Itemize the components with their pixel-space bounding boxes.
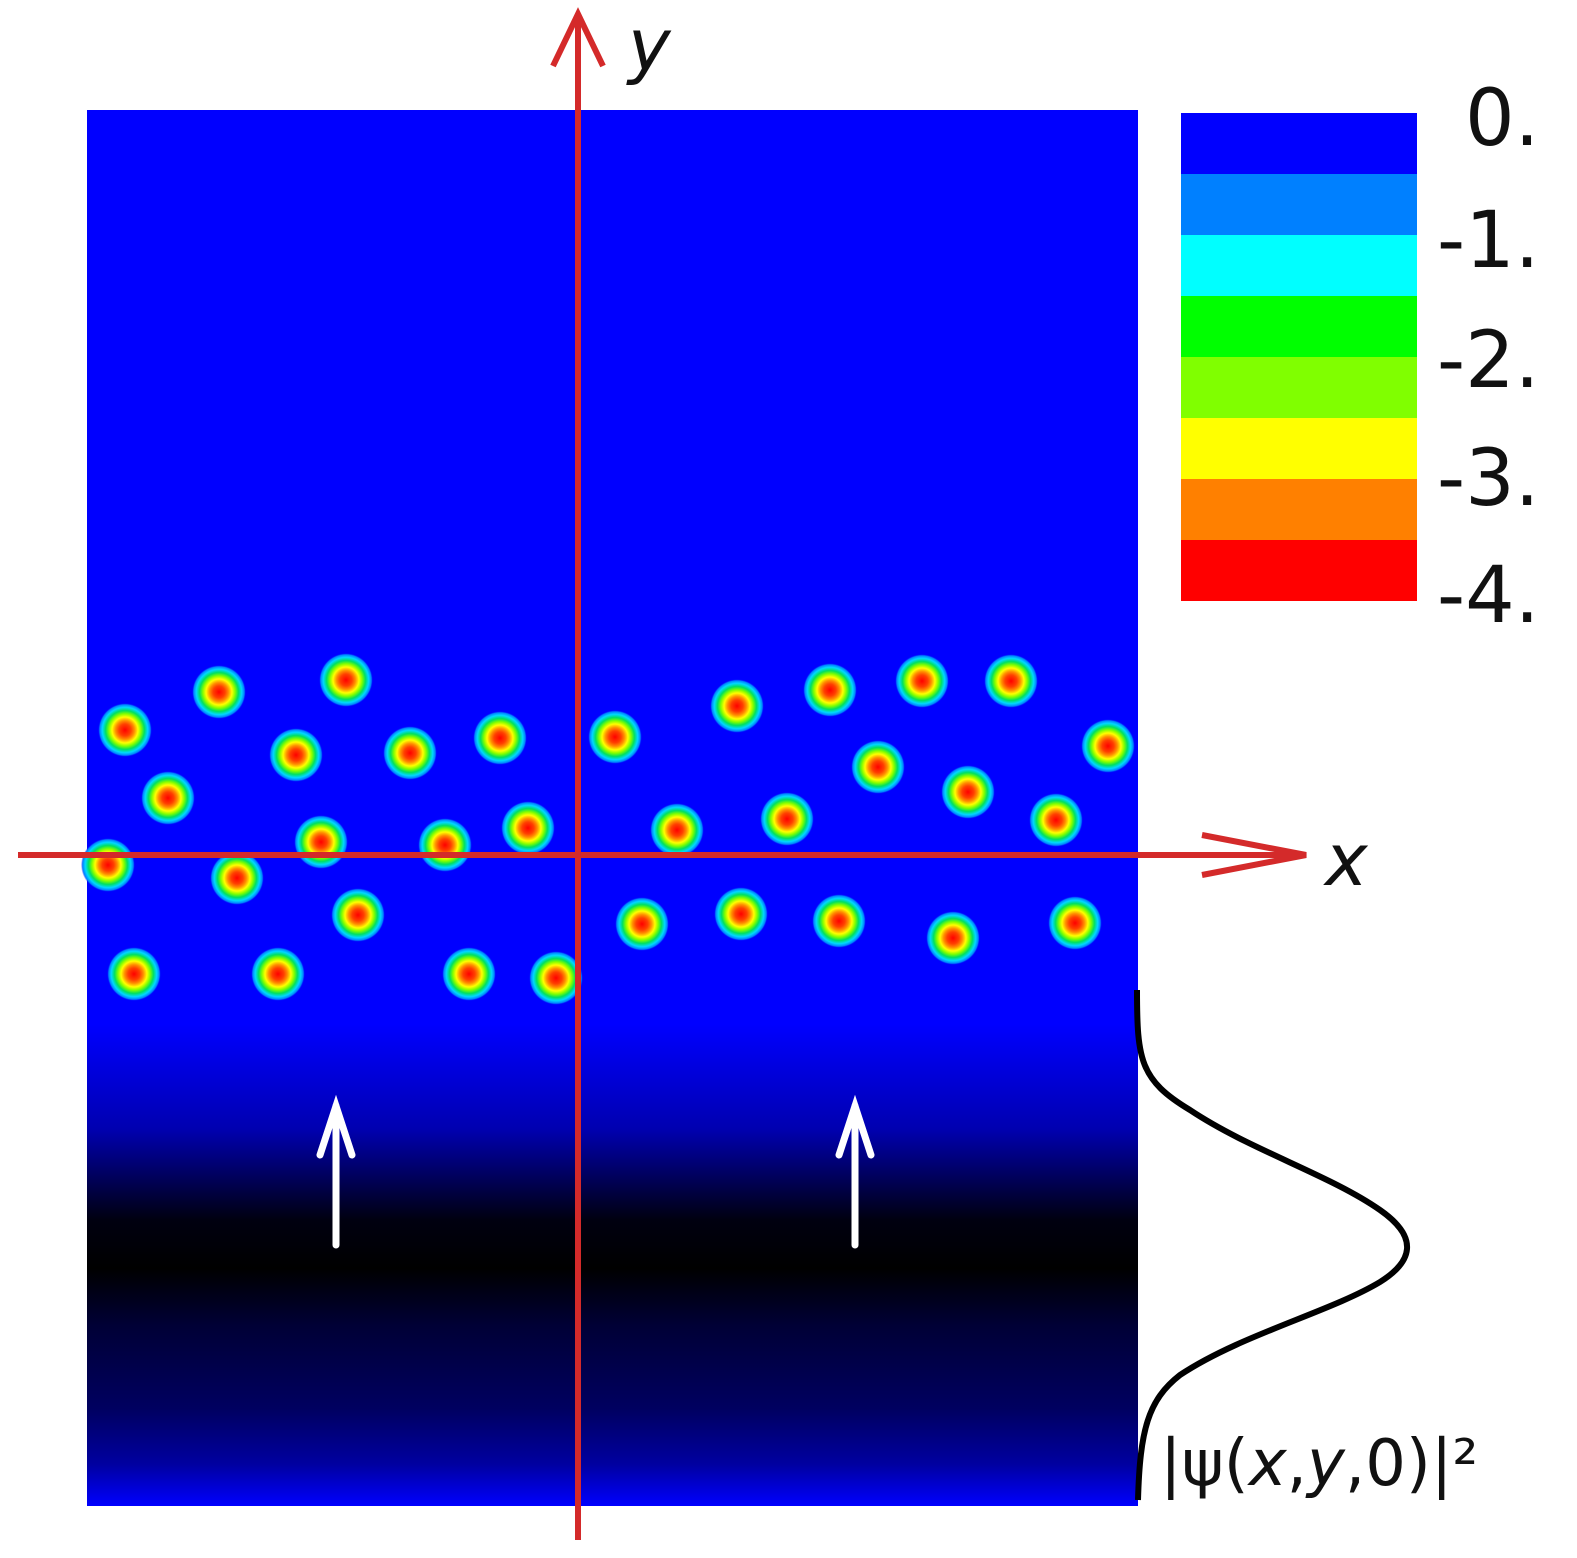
vortex (251, 947, 305, 1001)
vortex (529, 951, 583, 1005)
vortex (418, 818, 472, 872)
vortex (984, 654, 1038, 708)
x-axis (18, 832, 1307, 878)
colorbar (1181, 113, 1417, 601)
y-axis-label: y (626, 3, 672, 87)
vortex (760, 792, 814, 846)
colorbar-band (1181, 113, 1417, 174)
vortex (331, 888, 385, 942)
y-axis (550, 7, 606, 1540)
colorbar-label-3: -3. (1437, 434, 1540, 524)
vortex (851, 740, 905, 794)
colorbar-band (1181, 479, 1417, 540)
colorbar-band (1181, 296, 1417, 357)
vortex (615, 897, 669, 951)
vortex (210, 851, 264, 905)
vortex (650, 803, 704, 857)
colorbar-band (1181, 540, 1417, 601)
colorbar-label-4: -4. (1437, 551, 1540, 641)
vortex (714, 887, 768, 941)
wavefunction-density-label: |ψ(x,y,0)|² (1160, 1427, 1478, 1501)
flow-arrow-left (316, 1094, 356, 1249)
vortex (501, 801, 555, 855)
vortex (442, 947, 496, 1001)
colorbar-band (1181, 235, 1417, 296)
vortex (98, 703, 152, 757)
vortex (803, 663, 857, 717)
colorbar-band (1181, 418, 1417, 479)
vortex (710, 679, 764, 733)
vortex (1048, 896, 1102, 950)
vortex (269, 728, 323, 782)
vortex (319, 653, 373, 707)
flow-arrow-right (835, 1094, 875, 1249)
vortex (812, 894, 866, 948)
vortex (895, 654, 949, 708)
vortex (192, 665, 246, 719)
colorbar-label-0: 0. (1465, 74, 1539, 164)
vortex (1029, 793, 1083, 847)
vortex (473, 711, 527, 765)
vortex (941, 765, 995, 819)
vortex (294, 815, 348, 869)
vortex (107, 947, 161, 1001)
vortex (926, 911, 980, 965)
colorbar-band (1181, 174, 1417, 235)
density-profile-curve (1134, 989, 1411, 1501)
vortex-layer (81, 653, 1135, 1005)
vortex (81, 838, 135, 892)
x-axis-label: x (1323, 818, 1369, 902)
vortex (383, 726, 437, 780)
colorbar-band (1181, 357, 1417, 418)
vortex (588, 710, 642, 764)
colorbar-label-1: -1. (1437, 196, 1540, 286)
colorbar-label-2: -2. (1437, 316, 1540, 406)
vortex (1081, 719, 1135, 773)
vortex (141, 771, 195, 825)
